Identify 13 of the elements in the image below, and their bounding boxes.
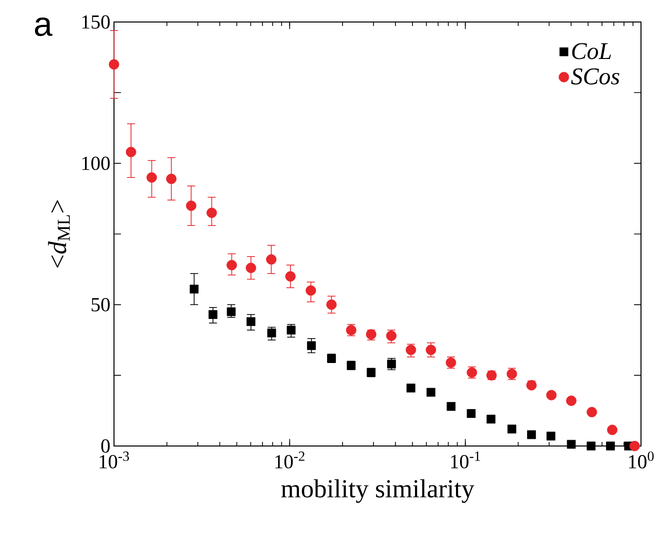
x-tick-label: 10$^{-2}$ [275,452,304,468]
y-tick-label: 0 [101,439,110,453]
y-axis-title: <d$_{ML}$> [48,200,70,268]
y-tick-label: 50 [92,298,110,312]
y-tick-label: 150 [82,15,110,29]
text: a [34,18,52,36]
x-tick-label: 10$^{-3}$ [100,452,129,468]
x-axis-title: mobility similarity [281,479,474,503]
x-tick-label: 10$^{0}$ [629,452,654,468]
x-tick-label: 10$^{-1}$ [451,452,480,468]
legend-label: SCos [571,68,620,84]
legend-label: CoL [572,43,611,60]
y-tick-label: 100 [82,156,110,170]
